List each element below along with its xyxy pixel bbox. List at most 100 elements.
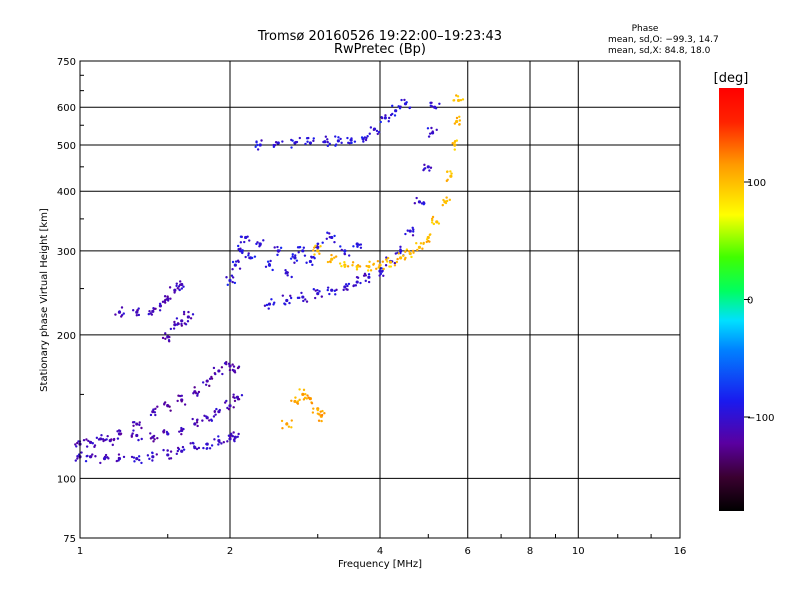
data-point [426,165,430,169]
echo-dot [428,132,432,135]
echo-dot [461,98,465,101]
echo-dot [133,420,136,424]
data-point [135,457,139,461]
echo-dot [82,438,86,442]
echo-dot [107,457,110,460]
echo-dot [337,136,340,139]
echo-dot [367,273,371,276]
echo-dot [212,415,216,418]
data-point [293,399,297,404]
echo-dot [167,339,171,342]
colorbar-tick-label: 0 [747,296,753,307]
echo-dot [117,453,121,456]
echo-dot [210,418,213,421]
echo-dot [321,241,324,244]
echo-dot [118,310,121,313]
echo-dot [276,253,279,257]
echo-dot [233,371,237,374]
echo-dot [431,218,434,222]
echo-dot [386,256,390,260]
echo-dot [231,435,235,438]
echo-dot [202,446,205,450]
echo-dot [239,235,243,238]
echo-dot [258,242,261,245]
echo-dot [281,294,285,297]
echo-dot [426,127,430,130]
echo-dot [306,140,309,143]
echo-dot [175,282,178,285]
echo-dot [179,283,182,286]
echo-dot [244,255,247,259]
echo-dot [308,397,312,401]
echo-dot [106,434,109,438]
echo-dot [105,438,108,441]
echo-dot [217,435,220,438]
data-point [267,302,272,306]
echo-dot [429,104,433,107]
echo-dot [422,241,425,245]
data-point [388,260,393,264]
echo-dot [176,322,180,325]
stats-line-x: mean, sd,X: 84.8, 18.0 [608,46,711,56]
echo-dot [227,362,231,365]
echo-dot [173,320,176,324]
echo-dot [296,296,300,300]
echo-dot [290,138,293,142]
echo-dot [148,310,151,313]
echo-dot [241,250,244,254]
echo-dot [422,201,425,204]
echo-dot [166,299,170,302]
echo-dot [394,252,397,255]
echo-dot [254,145,257,149]
echo-dot [326,231,329,234]
data-point [228,404,232,408]
echo-dot [89,455,93,458]
echo-dot [427,135,431,138]
echo-dot [334,135,337,138]
echo-dot [182,310,186,314]
echo-dot [385,258,388,261]
echo-dot [239,241,243,244]
echo-dot [262,239,265,242]
echo-dot [226,283,229,287]
echo-dot [152,408,155,411]
echo-dot [328,292,331,296]
colorbar-label: [deg] [714,71,749,86]
echo-dot [334,293,337,296]
echo-dot [201,419,204,422]
echo-dot [342,288,345,292]
echo-dot [399,105,402,108]
echo-dot [281,140,284,143]
data-point [383,116,387,120]
echo-dot [294,396,297,399]
data-point [301,249,305,253]
echo-dot [335,288,338,292]
echo-dot [130,455,134,459]
echo-dot [366,135,369,138]
echo-dot [364,274,367,277]
echo-dot [284,271,288,275]
echo-dot [340,264,343,268]
echo-dot [256,143,259,147]
echo-dot [347,254,351,257]
echo-dot [192,392,195,395]
echo-dot [430,221,434,224]
echo-dot [122,455,126,459]
echo-dot [328,260,332,263]
echo-dot [326,138,329,141]
echo-dot [193,386,196,389]
echo-dot [75,445,78,448]
data-point [173,323,177,327]
echo-dot [119,432,123,435]
echo-dot [311,263,314,267]
echo-dot [132,456,136,459]
echo-dot [91,442,94,445]
echo-dot [302,246,306,249]
echo-dot [196,392,199,395]
echo-dot [344,283,348,286]
echo-dot [189,317,193,320]
echo-dot [256,148,260,151]
echo-dot [225,276,228,279]
echo-dot [255,242,258,246]
